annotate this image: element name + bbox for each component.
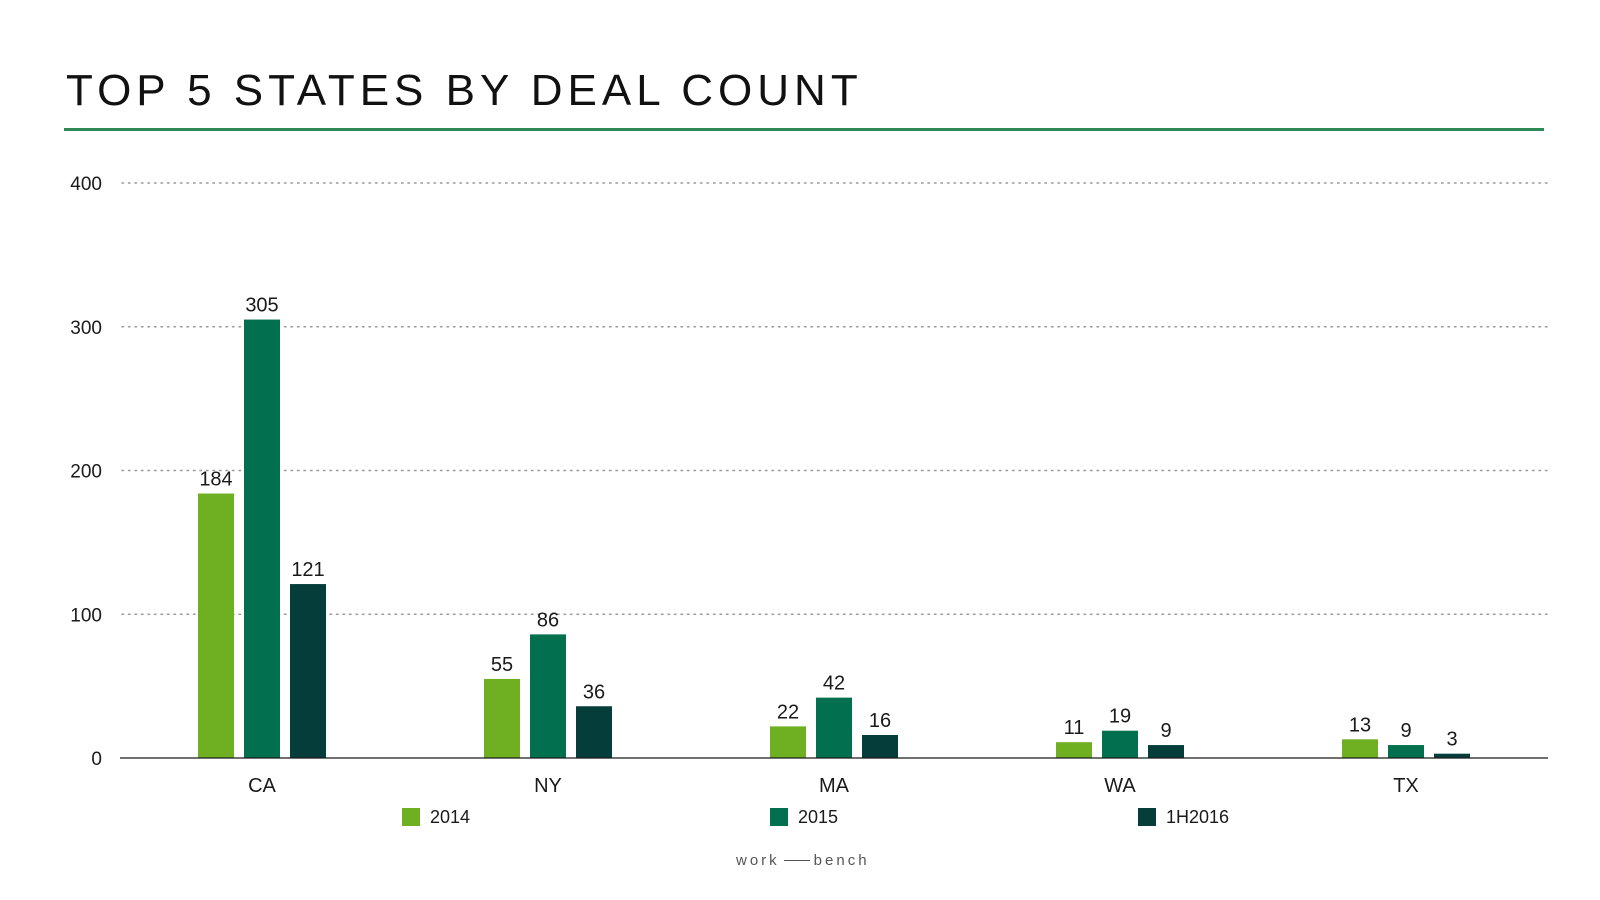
bar-tx-2014	[1342, 739, 1378, 758]
bar-ma-2015	[816, 697, 852, 758]
data-label-ma-2014: 22	[777, 701, 799, 723]
data-label-tx-2014: 13	[1349, 714, 1371, 736]
bar-ny-1h2016	[576, 706, 612, 758]
x-tick-label-wa: WA	[1104, 775, 1136, 797]
bar-ny-2015	[530, 634, 566, 758]
x-tick-label-ma: MA	[819, 775, 850, 797]
x-tick-label-ny: NY	[534, 775, 562, 797]
data-label-ny-2014: 55	[491, 654, 513, 676]
bar-tx-1h2016	[1434, 753, 1470, 758]
brand-right: bench	[813, 852, 870, 869]
x-tick-label-ca: CA	[248, 775, 276, 797]
data-label-tx-1h2016: 3	[1446, 729, 1457, 751]
bar-ca-2014	[198, 493, 234, 758]
brand-left: work	[736, 852, 780, 869]
bar-ma-1h2016	[862, 735, 898, 758]
data-label-ca-1h2016: 121	[291, 559, 324, 581]
data-label-ma-2015: 42	[823, 673, 845, 695]
legend-item-2015: 2015	[770, 806, 838, 828]
data-label-ca-2014: 184	[199, 469, 232, 491]
y-tick-label-400: 400	[70, 174, 102, 195]
legend-label-2015: 2015	[798, 806, 839, 827]
legend-item-2014: 2014	[402, 806, 470, 828]
y-tick-label-100: 100	[70, 605, 102, 626]
legend-label-1h2016: 1H2016	[1166, 806, 1230, 827]
bar-wa-2014	[1056, 742, 1092, 758]
data-label-wa-2015: 19	[1109, 706, 1131, 728]
legend-swatch-2014	[402, 808, 420, 826]
y-tick-label-0: 0	[91, 749, 102, 770]
bar-ny-2014	[484, 678, 520, 758]
y-tick-label-200: 200	[70, 462, 102, 483]
brand-logo: work bench	[736, 852, 870, 869]
x-tick-label-tx: TX	[1393, 775, 1419, 797]
bar-tx-2015	[1388, 745, 1424, 758]
y-tick-label-300: 300	[70, 318, 102, 339]
bar-wa-2015	[1102, 730, 1138, 758]
legend-item-1h2016: 1H2016	[1138, 806, 1229, 828]
legend-label-2014: 2014	[430, 806, 471, 827]
legend-swatch-2015	[770, 808, 788, 826]
data-label-ca-2015: 305	[245, 295, 278, 317]
data-label-ny-2015: 86	[537, 609, 559, 631]
data-label-ny-1h2016: 36	[583, 681, 605, 703]
data-label-wa-1h2016: 9	[1160, 720, 1171, 742]
legend-swatch-1h2016	[1138, 808, 1156, 826]
bar-ca-2015	[244, 319, 280, 758]
chart-title: TOP 5 STATES BY DEAL COUNT	[66, 66, 863, 115]
bar-wa-1h2016	[1148, 745, 1184, 758]
data-label-ma-1h2016: 16	[869, 710, 891, 732]
data-label-tx-2015: 9	[1400, 720, 1411, 742]
bar-ma-2014	[770, 726, 806, 758]
data-label-wa-2014: 11	[1064, 717, 1085, 739]
bar-ca-1h2016	[290, 584, 326, 758]
title-underline	[64, 128, 1544, 131]
brand-dash	[783, 859, 810, 862]
